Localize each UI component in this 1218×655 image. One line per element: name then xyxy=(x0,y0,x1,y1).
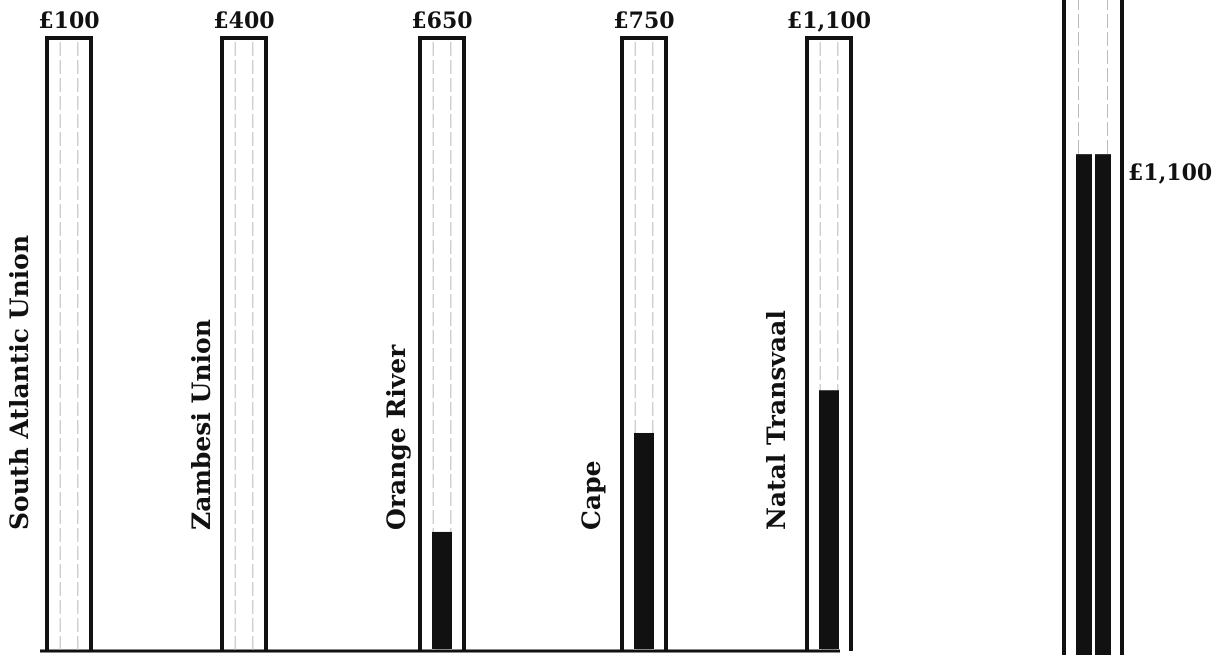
goal-label: £1,100 xyxy=(787,8,871,34)
thermometer-group: £100 South Atlantic Union £400 Zambesi Unio… xyxy=(5,8,871,651)
total-thermometer: £1,100 xyxy=(1062,0,1212,655)
thermometer-zambesi-union: £400 Zambesi Union xyxy=(187,8,275,651)
bar-fill xyxy=(819,390,839,649)
thermometer-orange-river: £650 Orange River xyxy=(382,8,473,651)
category-label: Zambesi Union xyxy=(187,319,216,530)
total-fill-left xyxy=(1076,154,1092,655)
goal-label: £100 xyxy=(38,8,99,34)
goal-label: £750 xyxy=(613,8,674,34)
category-label: Orange River xyxy=(382,344,411,530)
category-label: Natal Transvaal xyxy=(762,310,791,530)
bar-fill xyxy=(634,432,654,649)
total-label: £1,100 xyxy=(1128,160,1212,186)
thermometer-natal-transvaal: £1,100 Natal Transvaal xyxy=(762,8,871,651)
thermometer-cape: £750 Cape xyxy=(577,8,675,651)
goal-label: £650 xyxy=(411,8,472,34)
thermometer-south-atlantic-union: £100 South Atlantic Union xyxy=(5,8,100,651)
bar-fill xyxy=(432,531,452,649)
goal-label: £400 xyxy=(213,8,274,34)
total-fill-right xyxy=(1095,154,1111,655)
category-label: Cape xyxy=(577,461,606,530)
category-label: South Atlantic Union xyxy=(5,235,34,530)
